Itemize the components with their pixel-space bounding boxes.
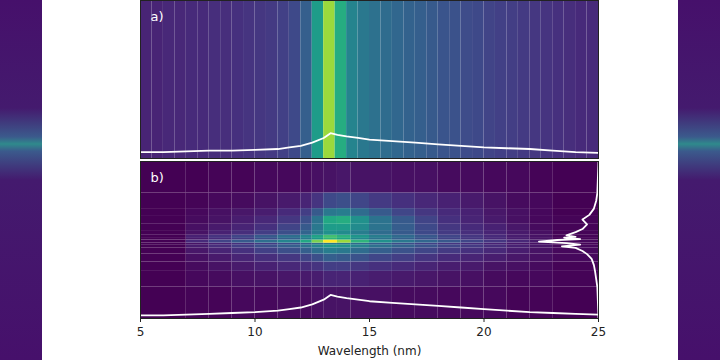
svg-text:20: 20	[476, 325, 491, 339]
svg-text:25: 25	[591, 325, 606, 339]
svg-text:b): b)	[151, 170, 164, 185]
svg-text:a): a)	[151, 9, 164, 24]
svg-text:5: 5	[137, 325, 145, 339]
svg-text:10: 10	[247, 325, 262, 339]
svg-text:Wavelength (nm): Wavelength (nm)	[318, 344, 422, 358]
svg-text:15: 15	[362, 325, 377, 339]
